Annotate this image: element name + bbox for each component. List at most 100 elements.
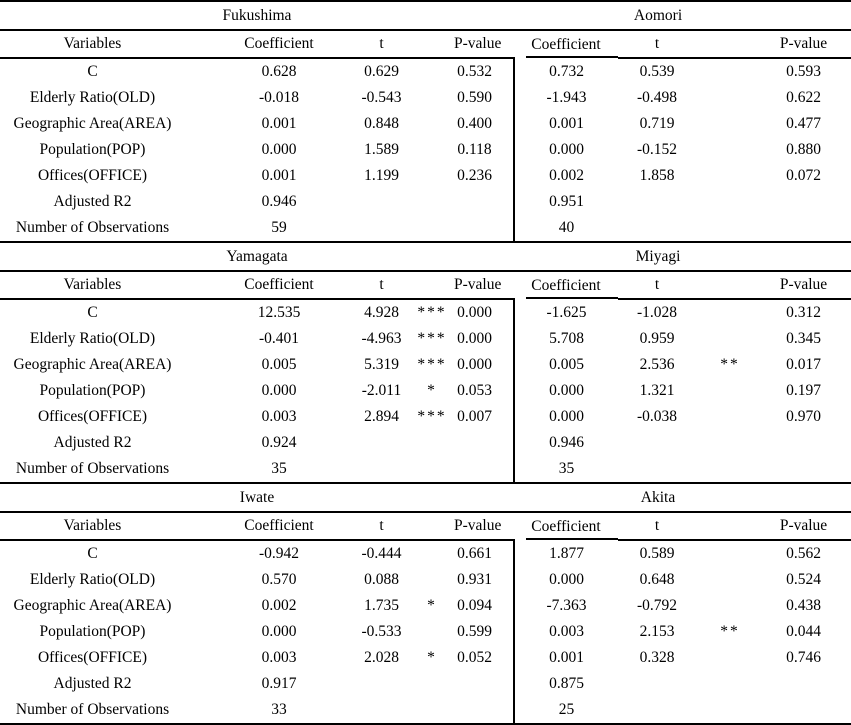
column-header-stars (696, 512, 764, 541)
column-header-row: Variables Coefficient t P-value Coeffici… (0, 30, 851, 59)
coef-value: 0.005 (261, 356, 297, 374)
significance-stars: * (427, 649, 437, 667)
coef-value: 0.005 (513, 352, 618, 378)
column-header-coefficient: Coefficient (514, 271, 618, 299)
t-value: 1.858 (639, 167, 675, 185)
prefecture-name: Yamagata (0, 241, 514, 272)
row-label: C (87, 63, 98, 81)
coef-value: 0.003 (261, 649, 297, 667)
significance-stars: ** (720, 356, 740, 374)
column-header-stars (410, 30, 454, 59)
coef-value: -1.943 (513, 85, 618, 111)
coef-value: 0.000 (513, 567, 618, 593)
row-label: Number of Observations (15, 219, 170, 237)
p-value: 0.044 (786, 623, 821, 641)
significance-stars (696, 326, 764, 352)
t-value: -0.543 (361, 89, 402, 107)
significance-stars: *** (417, 356, 447, 374)
significance-stars: *** (417, 330, 447, 348)
p-value: 0.438 (786, 597, 821, 615)
column-header-t: t (618, 30, 696, 59)
coef-value: -0.018 (258, 89, 300, 107)
row-label: Geographic Area(AREA) (13, 356, 172, 374)
p-value: 0.236 (457, 167, 492, 185)
row-label: Elderly Ratio(OLD) (29, 89, 156, 107)
table-row: Offices(OFFICE) 0.003 2.894 *** 0.007 0.… (0, 404, 851, 430)
table-row: Offices(OFFICE) 0.003 2.028 * 0.052 0.00… (0, 645, 851, 671)
coef-value: 0.000 (261, 623, 297, 641)
observations-value: 35 (271, 460, 287, 478)
column-header-pvalue: P-value (764, 271, 851, 300)
t-value: -0.498 (636, 89, 678, 107)
t-value: 1.199 (364, 167, 399, 185)
t-value: -0.152 (636, 141, 678, 159)
table-row: Population(POP) 0.000 1.589 0.118 0.000 … (0, 137, 851, 163)
coef-value: 0.001 (513, 111, 618, 137)
t-value: -4.963 (361, 330, 402, 348)
observations-value: 35 (513, 456, 618, 483)
column-header-row: Variables Coefficient t P-value Coeffici… (0, 512, 851, 541)
p-value: 0.312 (786, 304, 821, 322)
p-value: 0.017 (786, 356, 821, 374)
column-header-pvalue: P-value (454, 271, 514, 300)
significance-stars (696, 137, 764, 163)
table-row: Adjusted R2 0.924 0.946 (0, 430, 851, 456)
column-header-coefficient: Coefficient (205, 271, 353, 300)
r2-value: 0.946 (513, 430, 618, 456)
t-value: -0.533 (361, 623, 402, 641)
column-header-t: t (353, 512, 410, 541)
row-label: Population(POP) (39, 623, 146, 641)
p-value: 0.599 (457, 623, 492, 641)
t-value: 1.589 (364, 141, 399, 159)
t-value: 0.589 (639, 545, 675, 563)
column-header-stars (410, 512, 454, 541)
coef-value: 0.001 (261, 167, 297, 185)
t-value: 0.719 (639, 115, 675, 133)
column-header-coefficient: Coefficient (514, 30, 618, 58)
t-value: 0.539 (639, 63, 675, 81)
r2-value: 0.946 (261, 193, 297, 211)
t-value: -0.792 (636, 597, 678, 615)
prefecture-name: Iwate (0, 482, 514, 513)
p-value: 0.118 (457, 141, 492, 159)
table-row: Geographic Area(AREA) 0.001 0.848 0.400 … (0, 111, 851, 137)
row-label: Elderly Ratio(OLD) (29, 571, 156, 589)
table-row: Adjusted R2 0.917 0.875 (0, 671, 851, 697)
table-row: C -0.942 -0.444 0.661 1.877 0.589 0.562 (0, 540, 851, 567)
row-label: Adjusted R2 (53, 193, 132, 211)
p-value: 0.524 (786, 571, 821, 589)
column-header-t: t (618, 271, 696, 300)
p-value: 0.590 (457, 89, 492, 107)
significance-stars: ** (720, 623, 740, 641)
column-header-t: t (353, 30, 410, 59)
t-value: -0.038 (636, 408, 678, 426)
row-label: Adjusted R2 (53, 434, 132, 452)
t-value: -2.011 (361, 382, 402, 400)
coef-value: 0.732 (513, 58, 618, 85)
column-header-pvalue: P-value (454, 512, 514, 541)
row-label: Number of Observations (0, 697, 205, 725)
p-value: 0.094 (457, 597, 492, 615)
r2-value: 0.875 (513, 671, 618, 697)
observations-value: 40 (513, 215, 618, 242)
t-value: 2.028 (364, 649, 399, 667)
significance-stars (410, 619, 454, 645)
row-label: Geographic Area(AREA) (13, 115, 172, 133)
prefecture-name: Aomori (514, 0, 851, 31)
coef-value: 0.003 (261, 408, 297, 426)
table-row: Geographic Area(AREA) 0.005 5.319 *** 0.… (0, 352, 851, 378)
p-value: 0.400 (457, 115, 492, 133)
significance-stars (696, 645, 764, 671)
coef-value: 0.001 (513, 645, 618, 671)
row-label: Population(POP) (39, 141, 146, 159)
t-value: 0.959 (639, 330, 675, 348)
p-value: 0.931 (457, 571, 492, 589)
significance-stars: *** (417, 408, 447, 426)
column-header-t: t (353, 271, 410, 300)
column-header-coefficient: Coefficient (205, 30, 353, 59)
p-value: 0.562 (786, 545, 821, 563)
column-header-variables: Variables (0, 271, 205, 300)
significance-stars: *** (417, 304, 447, 322)
table-row: Population(POP) 0.000 -0.533 0.599 0.003… (0, 619, 851, 645)
